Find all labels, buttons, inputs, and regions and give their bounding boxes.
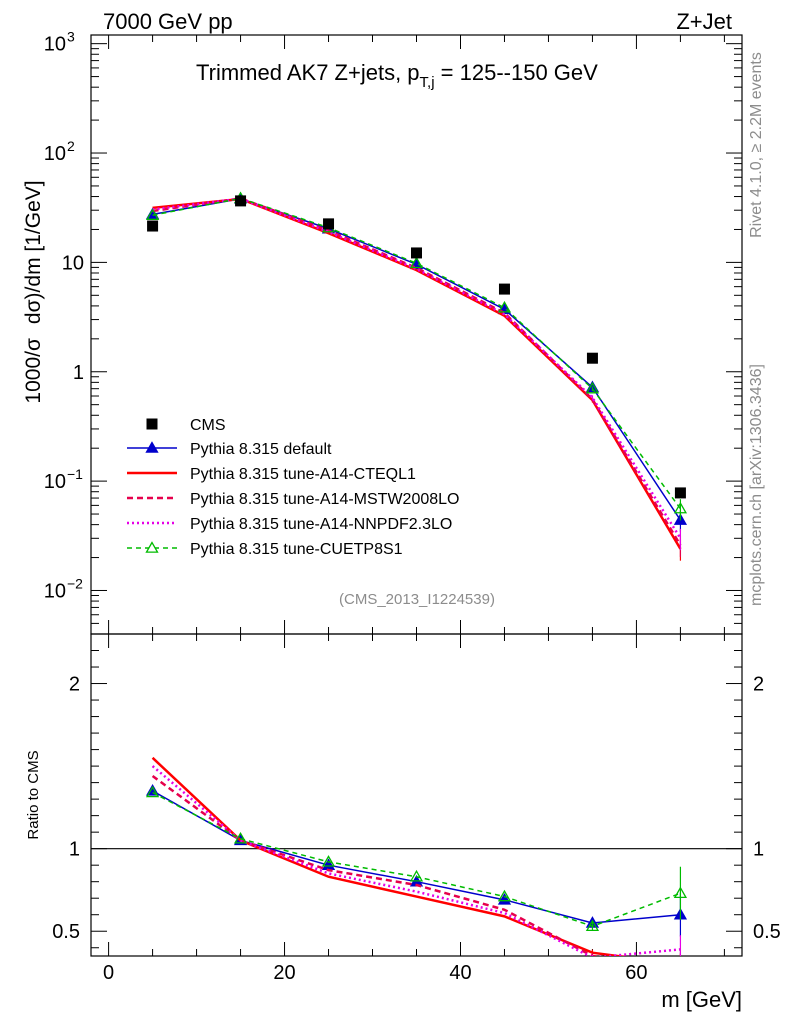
series-marker-cuetp8s1 (409, 256, 424, 269)
legend-label-a14_mstw: Pythia 8.315 tune-A14-MSTW2008LO (190, 491, 459, 508)
y-tick-label: 10 (44, 580, 66, 602)
ratio-marker-cuetp8s1 (497, 889, 512, 902)
header-left: 7000 GeV pp (103, 9, 233, 34)
y-tick-label: 10 (44, 471, 66, 493)
series-marker-cuetp8s1 (585, 381, 600, 394)
series-marker-cuetp8s1 (145, 208, 160, 220)
y-tick-exponent: 2 (67, 138, 75, 154)
series-marker-cuetp8s1 (497, 300, 512, 313)
cms-data-point (147, 220, 159, 232)
ratio-tick-label-left: 1 (69, 839, 80, 861)
cms-data-point (323, 218, 335, 230)
legend-marker-cuetp8s1 (145, 541, 159, 553)
cms-data-point (586, 352, 598, 364)
ratio-line-a14_nnpdf (151, 765, 681, 956)
x-tick-label: 40 (449, 962, 471, 984)
x-tick-label: 60 (625, 962, 647, 984)
ratio-tick-label-left: 0.5 (52, 921, 80, 943)
ratio-ylabel: Ratio to CMS (25, 750, 42, 839)
main-series-group (145, 191, 688, 561)
ratio-marker-cuetp8s1 (233, 831, 248, 844)
y-tick-label: 10 (44, 34, 66, 56)
legend-marker-default (145, 441, 159, 453)
ratio-marker-cuetp8s1 (145, 785, 160, 798)
legend: CMS Pythia 8.315 default Pythia 8.315 tune… (127, 417, 459, 558)
ratio-series-group (145, 756, 688, 956)
legend-label-cuetp8s1: Pythia 8.315 tune-CUETP8S1 (190, 541, 403, 558)
ratio-line-cuetp8s1 (152, 791, 681, 928)
ratio-tick-label-right: 2 (753, 674, 764, 696)
cms-data-point (235, 195, 247, 207)
legend-label-default: Pythia 8.315 default (190, 441, 332, 458)
legend-marker-cms (146, 418, 158, 430)
ratio-line-default (152, 790, 681, 924)
y-tick-label: 1 (73, 362, 84, 384)
ratio-line-a14_cteql1 (151, 756, 628, 956)
y-tick-label: 10 (62, 252, 84, 274)
legend-label-a14_nnpdf: Pythia 8.315 tune-A14-NNPDF2.3LO (190, 516, 452, 533)
ratio-marker-cuetp8s1 (409, 869, 424, 882)
ratio-marker-cuetp8s1 (673, 886, 688, 899)
analysis-watermark: (CMS_2013_I1224539) (339, 591, 495, 608)
xlabel: m [GeV] (661, 987, 742, 1012)
ratio-line-a14_mstw (151, 775, 603, 956)
mcplots-credit-text: mcplots.cern.ch [arXiv:1306.3436] (748, 364, 765, 606)
ratio-tick-label-right: 1 (753, 839, 764, 861)
y-tick-exponent: −2 (67, 575, 83, 591)
rivet-version-text: Rivet 4.1.0, ≥ 2.2M events (748, 52, 765, 238)
series-line-cuetp8s1 (152, 197, 682, 510)
legend-label-a14_cteql1: Pythia 8.315 tune-A14-CTEQL1 (190, 466, 416, 483)
cms-data-point (674, 487, 686, 499)
legend-label-cms: CMS (190, 417, 226, 434)
y-tick-exponent: −1 (67, 466, 83, 482)
cms-data-point (498, 283, 510, 295)
main-ylabel: 1000/σdσ)/dm [1/GeV] (22, 180, 45, 403)
x-tick-label: 0 (103, 962, 114, 984)
y-tick-exponent: 3 (67, 29, 75, 45)
ratio-marker-default (497, 893, 512, 905)
header-right: Z+Jet (676, 9, 732, 34)
ratio-tick-label-right: 0.5 (753, 921, 781, 943)
series-marker-cuetp8s1 (673, 501, 688, 514)
main-plot-frame (90, 34, 743, 635)
ratio-marker-cuetp8s1 (321, 855, 336, 867)
ratio-marker-cuetp8s1 (585, 919, 600, 932)
x-tick-label: 20 (273, 962, 295, 984)
ratio-tick-label-left: 2 (69, 674, 80, 696)
plot-title: Trimmed AK7 Z+jets, pT,j = 125--150 GeV (196, 60, 598, 91)
y-tick-label: 10 (44, 143, 66, 165)
cms-data-point (411, 247, 422, 259)
